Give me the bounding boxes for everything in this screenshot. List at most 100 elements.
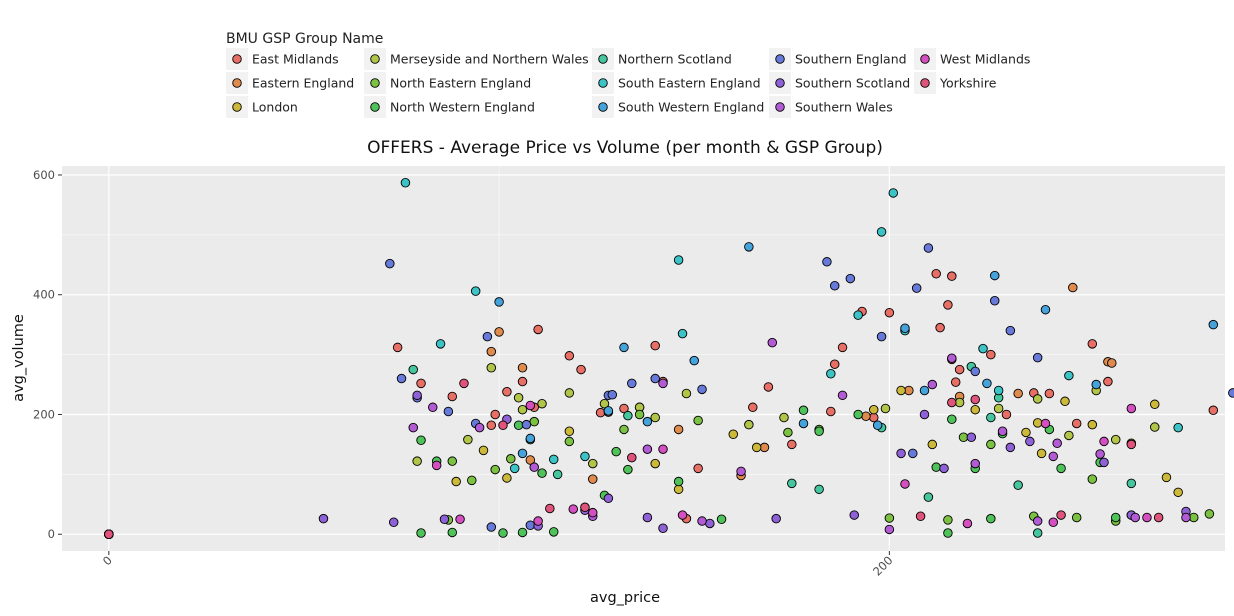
data-point (623, 410, 633, 421)
data-point (599, 398, 610, 409)
data-point (787, 439, 797, 450)
data-point (1130, 512, 1140, 523)
data-point (509, 463, 520, 474)
data-point (970, 366, 980, 377)
data-point (986, 513, 996, 524)
data-point (1048, 517, 1059, 528)
data-point (385, 258, 395, 269)
data-point (537, 468, 547, 478)
legend-label: North Eastern England (390, 76, 531, 91)
data-point (1126, 403, 1137, 414)
data-point (627, 452, 637, 463)
legend-marker (775, 78, 785, 88)
data-point (822, 257, 832, 267)
data-point (498, 528, 508, 538)
data-point (658, 523, 668, 533)
data-point (1173, 487, 1183, 498)
data-point (935, 322, 945, 333)
data-point (869, 412, 879, 423)
legend-label: London (252, 100, 298, 115)
data-point (658, 378, 668, 389)
data-point (1071, 418, 1082, 429)
data-point (872, 420, 883, 431)
data-point (896, 385, 906, 396)
data-point (517, 363, 528, 373)
data-point (486, 522, 497, 532)
data-point (751, 442, 762, 453)
data-point (689, 355, 699, 366)
series-southern-england (104, 243, 1234, 539)
data-point (876, 227, 887, 237)
data-point (470, 286, 481, 296)
data-point (826, 406, 836, 417)
data-point (943, 300, 953, 310)
data-point (588, 507, 598, 518)
data-point (1071, 512, 1082, 523)
legend-marker (598, 78, 608, 88)
data-point (1068, 282, 1078, 293)
data-point (517, 404, 528, 415)
data-point (1208, 319, 1219, 330)
data-point (1107, 358, 1117, 368)
data-point (1208, 405, 1219, 416)
data-point (837, 342, 848, 353)
data-point (915, 511, 926, 522)
data-point (482, 331, 493, 342)
legend-label: Northern Scotland (618, 52, 732, 67)
data-point (919, 385, 930, 396)
data-point (525, 400, 536, 411)
data-point (950, 377, 961, 387)
data-point (677, 328, 688, 339)
data-point (435, 339, 446, 349)
data-point (958, 432, 969, 442)
data-point (494, 297, 504, 307)
data-point (611, 446, 621, 457)
legend-label: West Midlands (940, 52, 1030, 67)
data-point (416, 528, 426, 538)
data-point (989, 270, 1000, 281)
data-point (588, 458, 598, 469)
data-point (603, 406, 614, 416)
legend-item: Southern Wales (769, 96, 893, 118)
data-point (1091, 379, 1101, 390)
data-point (1044, 388, 1055, 399)
legend-marker (775, 54, 785, 64)
data-point (1110, 512, 1121, 523)
y-axis-label: avg_volume (11, 314, 27, 402)
data-point (947, 353, 957, 363)
legend-items: East Midlands Eastern England London Mersey… (226, 48, 1030, 118)
data-point (447, 391, 458, 402)
data-point (1150, 399, 1160, 410)
data-point (595, 407, 606, 418)
data-point (673, 255, 684, 265)
data-point (927, 439, 938, 450)
data-point (513, 420, 524, 431)
data-point (517, 448, 528, 459)
data-point (1126, 439, 1137, 450)
data-point (396, 373, 407, 384)
data-point (947, 397, 957, 408)
data-point (1153, 512, 1164, 523)
data-point (650, 412, 660, 423)
data-point (548, 454, 559, 465)
data-point (447, 456, 458, 466)
data-point (658, 444, 668, 454)
data-point (1032, 352, 1043, 363)
data-point (459, 378, 469, 389)
data-point (763, 382, 774, 392)
data-point (771, 513, 781, 524)
data-point (943, 528, 953, 538)
data-point (1181, 512, 1191, 523)
data-point (576, 364, 586, 375)
data-point (650, 373, 660, 384)
data-point (568, 504, 579, 514)
data-point (1052, 438, 1062, 448)
legend-marker (598, 54, 608, 64)
data-point (1095, 449, 1105, 459)
data-point (986, 412, 996, 423)
legend-marker (370, 102, 380, 112)
legend-title: BMU GSP Group Name (226, 31, 383, 47)
data-point (978, 343, 988, 354)
data-point (989, 295, 1000, 306)
